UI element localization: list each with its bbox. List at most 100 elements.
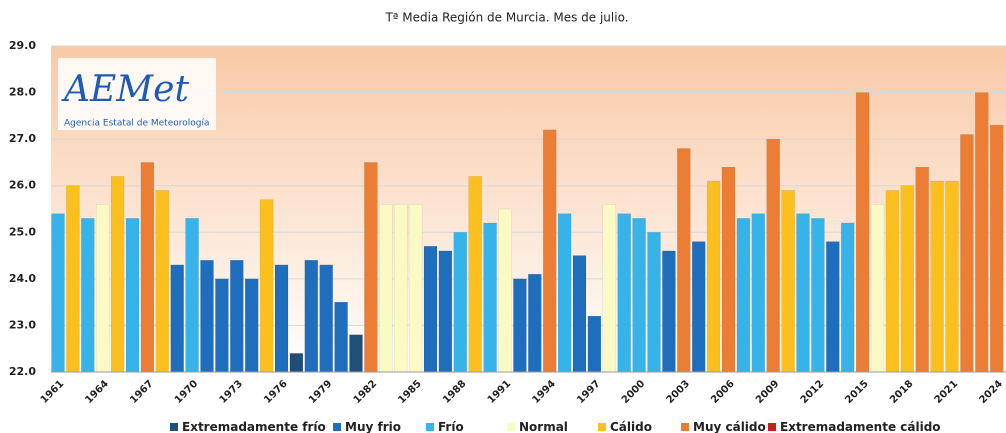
bar [766,138,780,373]
legend-item: Cálido [598,420,652,433]
legend-label: Extremadamente cálido [780,420,941,433]
x-tick-label: 1967 [128,378,155,405]
bar [155,190,170,373]
bar [811,218,825,373]
legend-swatch [426,423,434,431]
x-tick-label: 2021 [933,378,960,405]
legend-label: Extremadamente frío [182,420,326,433]
legend-item: Normal [507,420,568,433]
bar [751,213,766,373]
bar [200,259,214,373]
bar [140,162,155,373]
bar [528,273,542,373]
legend-item: Muy frio [333,420,401,433]
y-tick-label: 22.0 [9,365,36,378]
x-tick-label: 1976 [262,378,289,405]
bar [513,278,527,373]
bar [51,213,65,373]
x-tick-label: 1961 [39,378,66,405]
y-tick-label: 27.0 [9,132,36,145]
bar [617,213,631,373]
bar [230,259,244,373]
bar [960,134,974,373]
bar [647,232,661,373]
bar [900,185,915,373]
x-tick-label: 2024 [977,378,1004,405]
bar [706,180,721,373]
bar [125,218,140,373]
bar [393,204,408,373]
bar [662,250,676,373]
x-tick-label: 2015 [843,378,870,405]
y-tick-label: 24.0 [9,272,36,285]
x-tick-label: 2018 [888,378,915,405]
bar [989,124,1004,373]
bar [945,180,959,373]
y-tick-label: 28.0 [9,86,36,99]
legend-swatch [170,423,178,431]
x-tick-label: 1991 [486,378,513,405]
bar [185,218,199,373]
x-tick-label: 1964 [83,378,110,405]
legend-swatch [333,423,341,431]
bar [557,213,572,373]
bar [438,250,453,373]
x-tick-label: 1979 [307,378,334,405]
x-tick-label: 1997 [575,378,602,405]
legend-swatch [507,423,515,431]
x-tick-label: 1988 [441,378,468,405]
bar [170,264,184,373]
bar [632,218,646,373]
bar [677,148,691,373]
bar [587,315,602,373]
y-tick-label: 29.0 [9,39,36,52]
legend-item: Extremadamente cálido [768,420,941,433]
bar [453,232,468,373]
legend-label: Normal [519,420,568,433]
logo-name: AEMet [61,69,189,110]
bar [379,204,393,373]
bar [274,264,289,373]
bar [796,213,810,373]
bar [930,180,944,373]
legend-label: Muy frio [345,420,401,433]
bar [870,204,885,373]
bar [304,259,319,373]
bar [468,176,482,373]
bar [736,218,751,373]
bar [721,166,736,373]
bar [498,208,512,373]
x-tick-label: 2009 [754,378,781,405]
legend-item: Frío [426,420,464,433]
y-tick-label: 25.0 [9,225,36,238]
legend-item: Extremadamente frío [170,420,326,433]
chart-title: Tª Media Región de Murcia. Mes de julio. [384,11,628,25]
bar [110,176,125,373]
x-tick-label: 2003 [665,378,692,405]
bar [885,190,900,373]
bar [95,204,110,373]
bar [334,301,348,373]
bar [572,255,587,373]
y-tick-label: 26.0 [9,179,36,192]
x-tick-label: 1970 [173,378,200,405]
bar [289,353,304,373]
bar [349,334,363,373]
logo: AEMet Agencia Estatal de Meteorología [58,58,216,130]
bar [364,162,378,373]
bar [826,241,840,373]
logo-subtitle: Agencia Estatal de Meteorología [64,119,210,129]
bar [542,129,557,373]
bar [423,246,438,373]
bar [855,92,870,373]
bar [840,222,855,373]
bar [691,241,706,373]
legend-label: Frío [438,420,464,433]
legend-swatch [768,423,776,431]
bar [215,278,229,373]
legend-swatch [681,423,689,431]
bar [259,199,274,373]
bar [781,190,795,373]
bar [66,185,80,373]
